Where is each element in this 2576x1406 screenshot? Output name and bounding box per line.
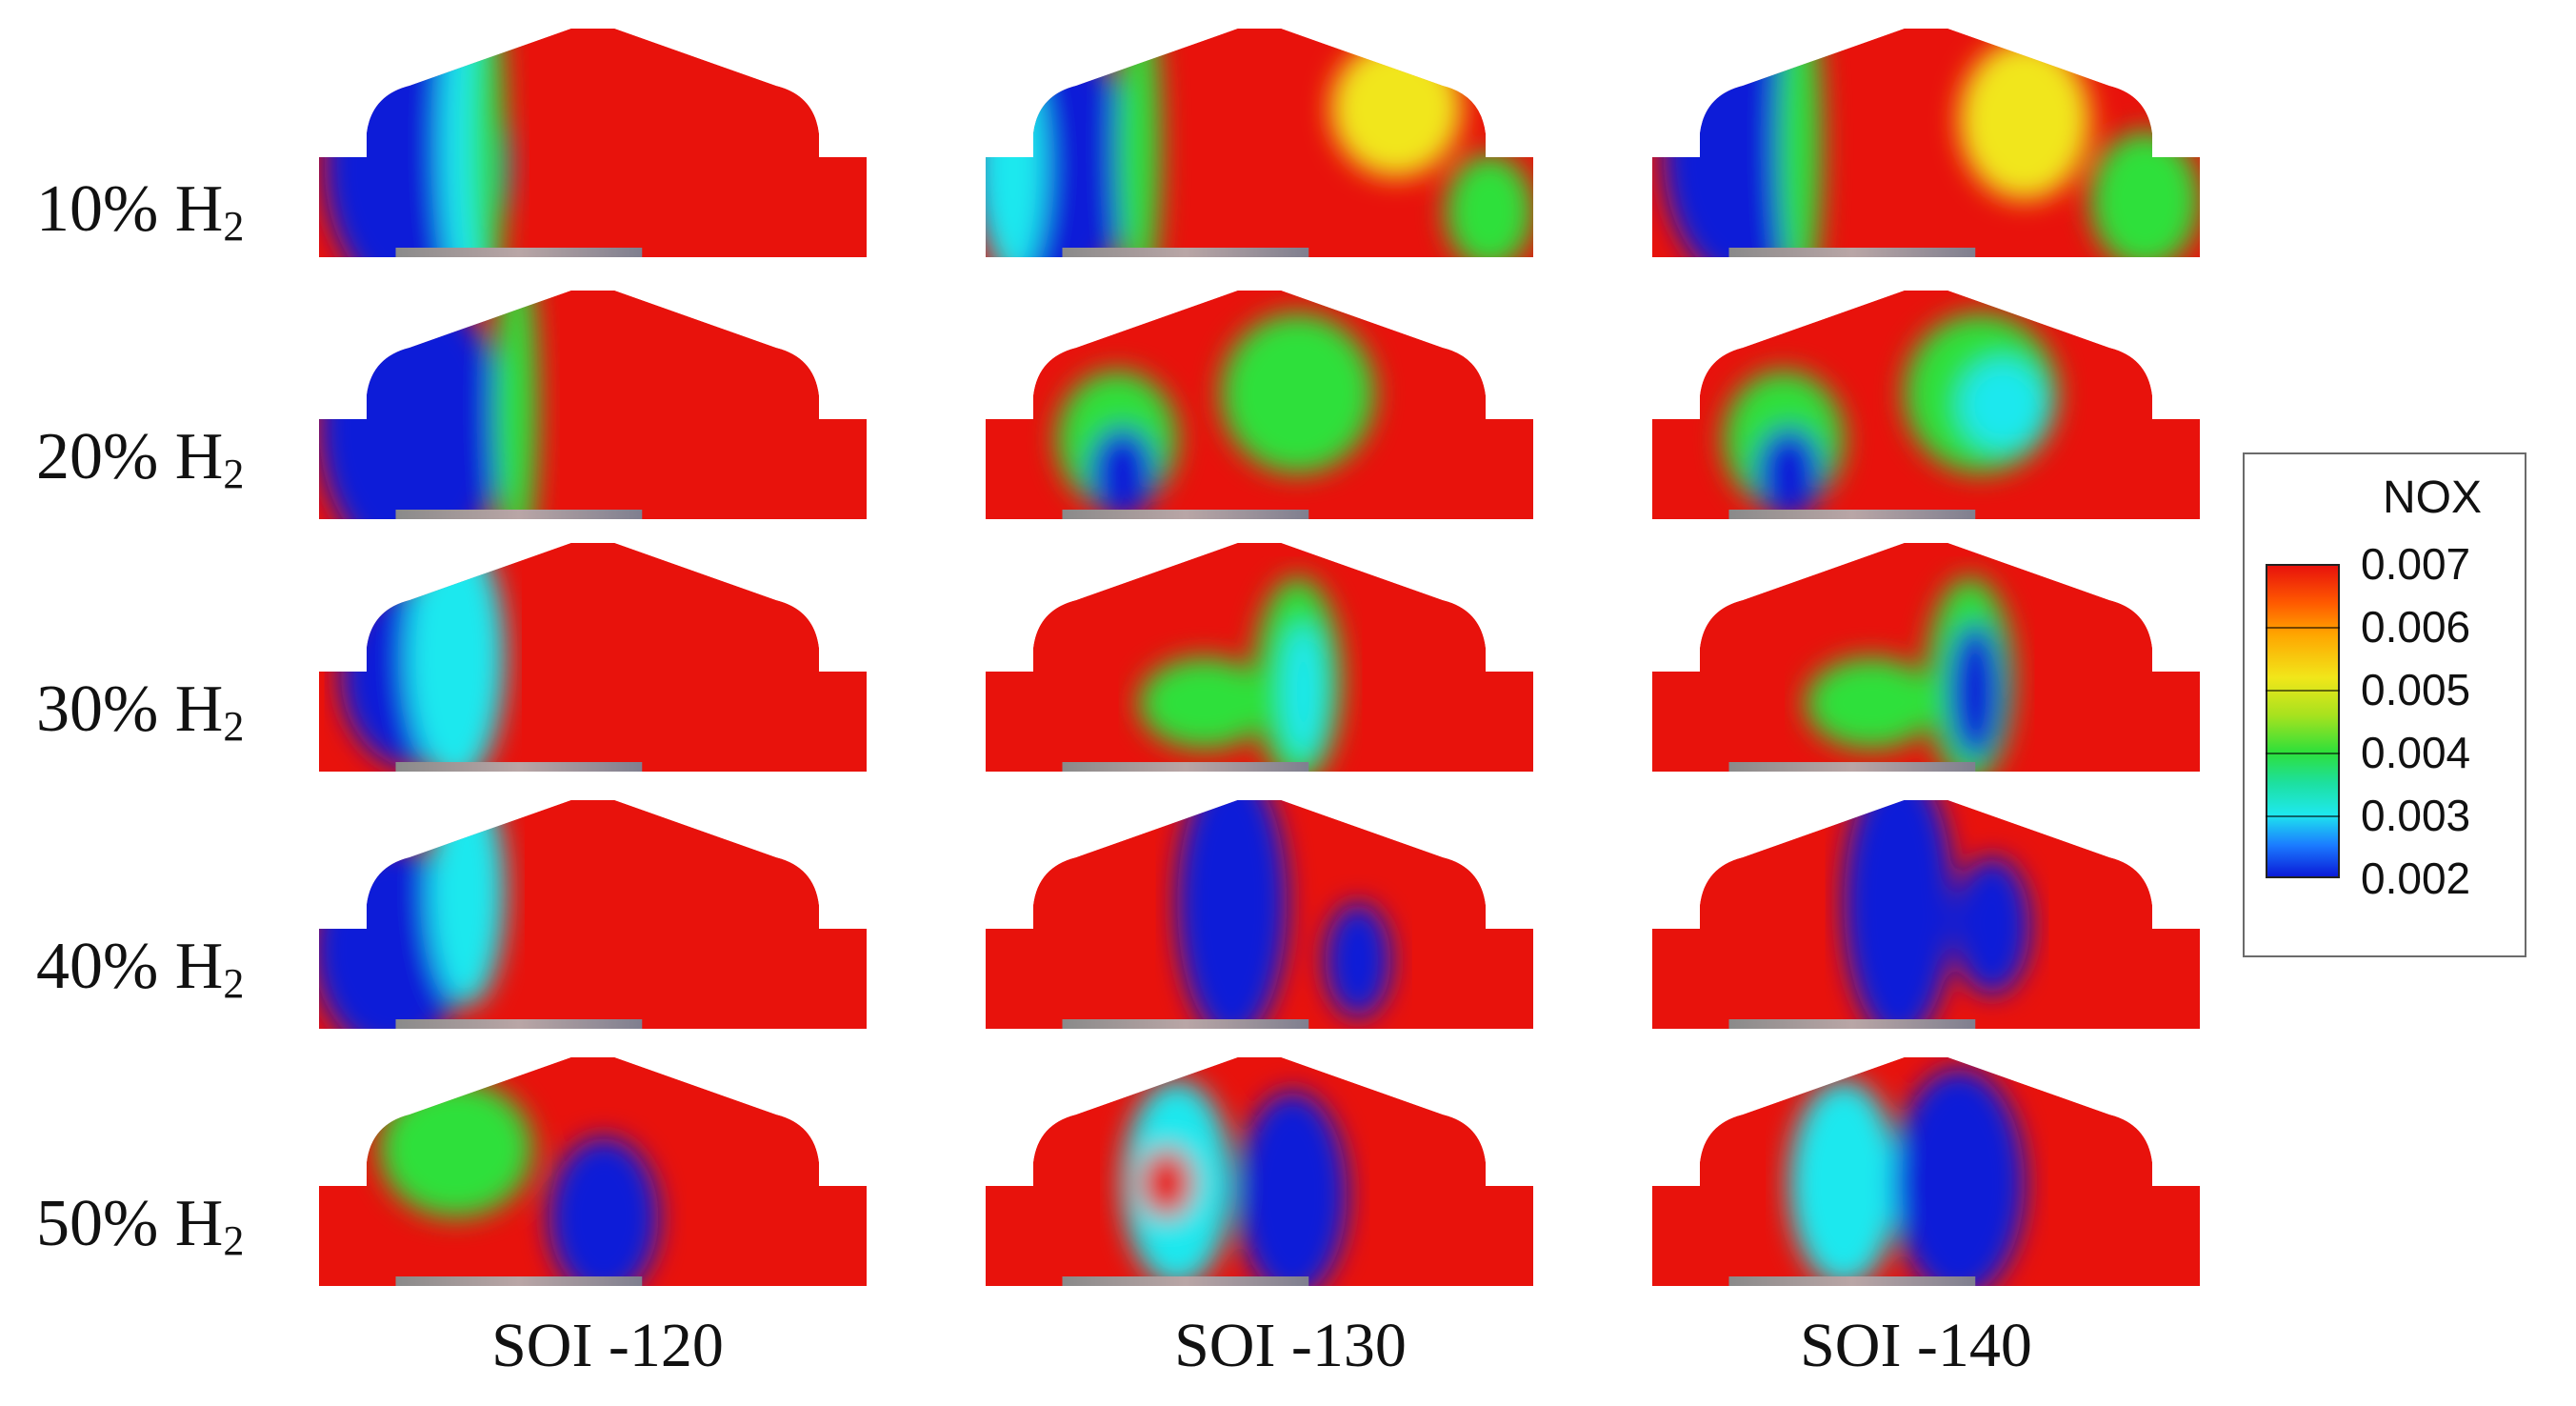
contour-blob: [1959, 359, 2047, 451]
piston-bowl-edge: [1728, 762, 1976, 772]
piston-bowl-edge: [395, 510, 643, 519]
contour-panel-r5-c1: [319, 1057, 867, 1286]
legend-value-0: 0.007: [2361, 539, 2471, 589]
piston-bowl-edge: [1062, 510, 1309, 519]
contour-blob: [429, 800, 506, 1006]
contour-blob: [2090, 131, 2200, 257]
piston-bowl-edge: [1062, 1276, 1309, 1286]
piston-bowl-edge: [1062, 1019, 1309, 1029]
contour-panel-r3-c2: [986, 543, 1533, 772]
piston-bowl-edge: [1728, 248, 1976, 257]
contour-panel-r1-c1: [319, 29, 867, 257]
column-label-soi-130: SOI -130: [1174, 1311, 1407, 1380]
contour-blob: [1139, 657, 1270, 749]
contour-blob: [1756, 428, 1823, 519]
contour-panel-r4-c2: [986, 800, 1533, 1029]
piston-bowl-edge: [1728, 1019, 1976, 1029]
row-label-10: 10% H2: [36, 172, 245, 250]
row-label-50: 50% H2: [36, 1187, 245, 1264]
contour-blob: [1947, 623, 2003, 760]
column-label-soi-120: SOI -120: [491, 1311, 724, 1380]
contour-blob: [1221, 313, 1375, 473]
contour-blob: [1446, 154, 1533, 257]
contour-panel-r2-c1: [319, 291, 867, 519]
contour-blob: [494, 291, 538, 519]
legend-value-1: 0.006: [2361, 602, 2471, 652]
contour-panel-r5-c3: [1652, 1057, 2200, 1286]
contour-blob: [379, 1080, 533, 1217]
legend-colorbar: [2266, 564, 2340, 878]
contour-panel-r4-c3: [1652, 800, 2200, 1029]
piston-bowl-edge: [395, 762, 643, 772]
legend-tick: [2266, 627, 2340, 629]
legend-title: NOX: [2383, 472, 2483, 523]
contour-blob: [1237, 1092, 1348, 1286]
contour-blob: [549, 1137, 659, 1286]
piston-bowl-edge: [1728, 510, 1976, 519]
contour-blob: [1788, 1080, 1899, 1286]
contour-blob: [319, 291, 506, 519]
contour-blob: [1330, 40, 1463, 177]
legend-tick: [2266, 753, 2340, 754]
contour-panel-r3-c1: [319, 543, 867, 772]
contour-panel-r2-c3: [1652, 291, 2200, 519]
piston-bowl-edge: [1728, 1276, 1976, 1286]
contour-panel-r1-c2: [986, 29, 1533, 257]
contour-blob: [1117, 29, 1161, 257]
row-label-20: 20% H2: [36, 420, 245, 497]
piston-bowl-edge: [395, 1019, 643, 1029]
contour-blob: [1325, 903, 1391, 1017]
legend-value-4: 0.003: [2361, 791, 2471, 840]
contour-panel-r4-c1: [319, 800, 867, 1029]
contour-panel-r1-c3: [1652, 29, 2200, 257]
legend-tick: [2266, 690, 2340, 692]
piston-bowl-edge: [395, 1276, 643, 1286]
contour-panel-r3-c3: [1652, 543, 2200, 772]
piston-bowl-edge: [395, 248, 643, 257]
contour-blob: [1281, 623, 1326, 760]
legend-value-5: 0.002: [2361, 854, 2471, 903]
contour-blob: [1959, 40, 2090, 200]
legend-value-2: 0.005: [2361, 665, 2471, 714]
contour-blob: [1893, 1069, 2025, 1286]
contour-panel-r2-c2: [986, 291, 1533, 519]
piston-bowl-edge: [1062, 762, 1309, 772]
contour-blob: [1806, 657, 1937, 749]
contour-blob: [407, 543, 506, 772]
contour-blob: [1953, 857, 2030, 994]
legend-value-3: 0.004: [2361, 728, 2471, 777]
contour-blob: [1177, 800, 1288, 1029]
column-label-soi-140: SOI -140: [1800, 1311, 2032, 1380]
panel-background: [1652, 543, 2200, 772]
contour-blob: [1844, 800, 1954, 1029]
contour-blob: [1089, 428, 1156, 519]
contour-blob: [1778, 29, 1823, 257]
row-label-30: 30% H2: [36, 673, 245, 750]
contour-blob: [1139, 1149, 1194, 1217]
piston-bowl-edge: [1062, 248, 1309, 257]
contour-blob: [986, 51, 1047, 257]
legend-tick: [2266, 815, 2340, 817]
contour-panel-r5-c2: [986, 1057, 1533, 1286]
row-label-40: 40% H2: [36, 930, 245, 1007]
legend: NOX 0.007 0.006 0.005 0.004 0.003 0.002: [2243, 452, 2526, 957]
contour-blob: [472, 29, 506, 257]
